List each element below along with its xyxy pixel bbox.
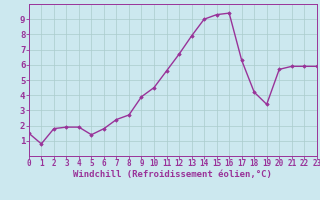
X-axis label: Windchill (Refroidissement éolien,°C): Windchill (Refroidissement éolien,°C): [73, 170, 272, 179]
